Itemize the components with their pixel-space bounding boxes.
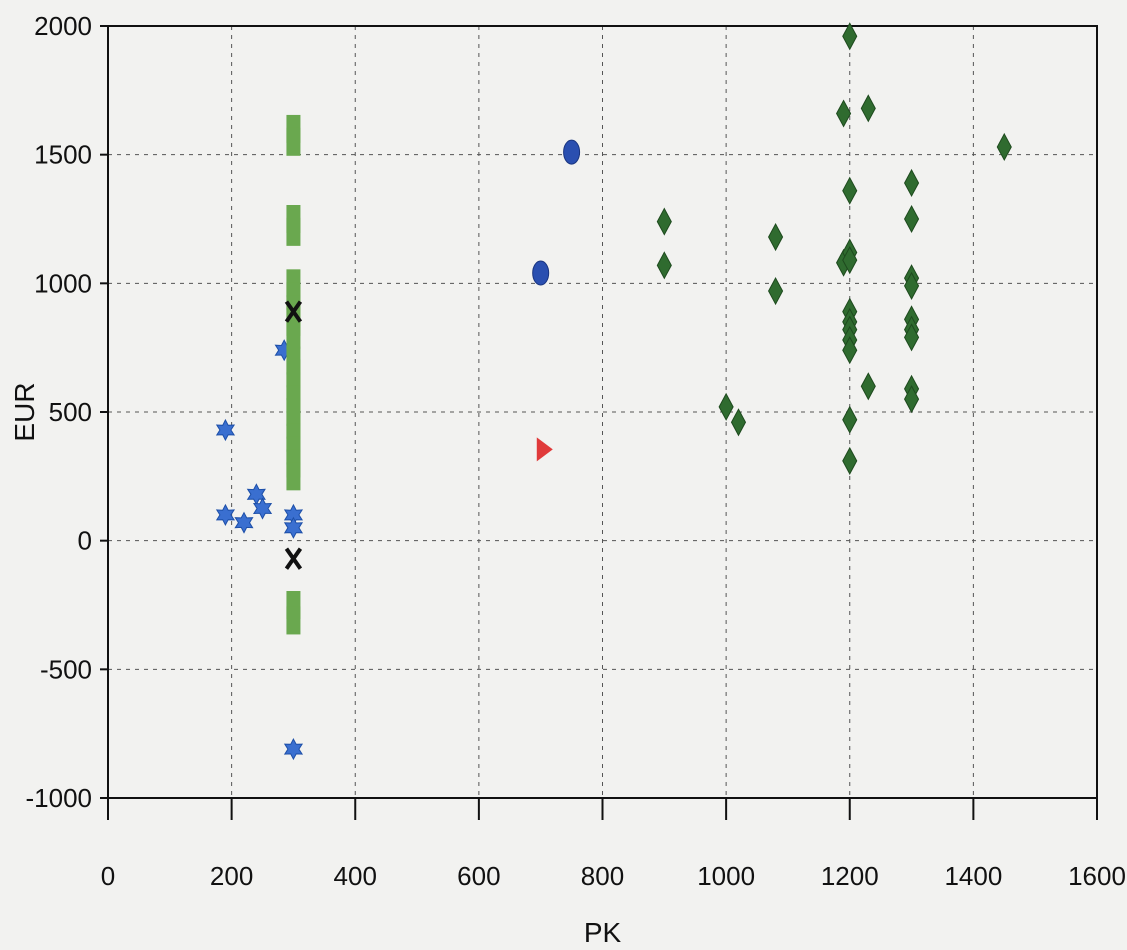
- x-axis-label: PK: [584, 917, 622, 948]
- grid-lines: [108, 26, 1097, 798]
- star-point: [234, 511, 254, 534]
- diamond-point: [860, 372, 876, 401]
- x-tick-label: 1000: [697, 861, 755, 891]
- y-tick-label: 2000: [34, 11, 92, 41]
- triangle-point: [536, 437, 553, 462]
- x-point-stroke: [284, 547, 303, 570]
- diamond-point: [768, 222, 784, 252]
- diamond-point: [842, 336, 858, 365]
- diamond-point: [842, 176, 858, 205]
- diamond-point: [730, 408, 747, 437]
- circle-point: [532, 260, 550, 286]
- x-point: [284, 300, 303, 323]
- square-point: [286, 217, 301, 246]
- square-point: [286, 462, 301, 491]
- x-tick-label: 0: [101, 861, 115, 891]
- diamond-point: [860, 94, 876, 123]
- diamond-point: [842, 405, 858, 434]
- diamond-point: [903, 204, 920, 234]
- star-point: [283, 738, 304, 761]
- y-tick-label: 1000: [34, 268, 92, 298]
- circle-point: [563, 139, 581, 165]
- diamond-point: [842, 22, 858, 51]
- diamond-point: [768, 276, 784, 306]
- x-point: [284, 547, 303, 570]
- diamond-point: [842, 246, 858, 275]
- diamond-point: [836, 99, 852, 128]
- y-tick-label: 1500: [34, 140, 92, 170]
- x-tick-labels: 0 200 400 600 800 1000 1200 1400 1600: [101, 861, 1126, 891]
- y-tick-label: 0: [78, 526, 92, 556]
- x-point-stroke: [284, 300, 303, 323]
- star-point: [252, 497, 273, 520]
- diamond-point: [656, 207, 672, 236]
- star-point: [215, 503, 236, 526]
- axis-ticks: [100, 25, 1098, 820]
- diamond-point: [903, 323, 920, 352]
- diamond-point: [903, 271, 920, 300]
- y-tick-label: -500: [40, 654, 92, 684]
- y-tick-label: -1000: [26, 783, 93, 813]
- data-points: [215, 22, 1012, 761]
- y-tick-labels: -1000 -500 0 500 1000 1500 2000: [26, 11, 93, 813]
- x-tick-label: 200: [210, 861, 253, 891]
- x-tick-label: 400: [334, 861, 377, 891]
- diamond-point: [842, 446, 858, 475]
- y-axis-label: EUR: [9, 382, 40, 441]
- x-tick-label: 1400: [944, 861, 1002, 891]
- x-tick-label: 1600: [1068, 861, 1126, 891]
- star-point: [215, 418, 236, 442]
- x-tick-label: 1200: [821, 861, 879, 891]
- diamond-point: [903, 385, 920, 414]
- square-point: [286, 320, 301, 349]
- x-tick-label: 600: [457, 861, 500, 891]
- diamond-point: [903, 168, 920, 198]
- diamond-point: [996, 132, 1012, 162]
- x-tick-label: 800: [581, 861, 624, 891]
- diamond-point: [718, 392, 734, 421]
- diamond-point: [656, 251, 672, 280]
- star-point: [283, 516, 304, 539]
- square-point: [286, 606, 301, 635]
- y-tick-label: 500: [49, 397, 92, 427]
- square-point: [286, 127, 301, 156]
